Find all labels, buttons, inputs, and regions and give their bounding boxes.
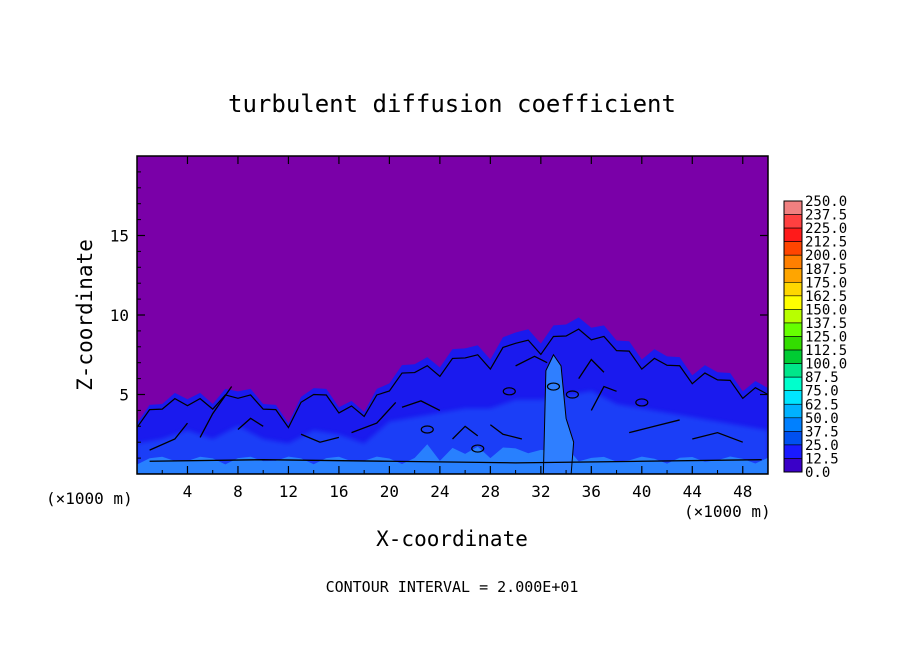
colorbar-swatch <box>783 227 803 242</box>
colorbar-frame <box>783 200 803 473</box>
colorbar-label: 137.5 <box>805 316 847 332</box>
contour-loop <box>565 390 579 399</box>
x-tick-label: 48 <box>733 482 752 501</box>
colorbar-label: 25.0 <box>805 438 839 454</box>
colorbar-swatch <box>783 309 803 324</box>
colorbar-label: 187.5 <box>805 262 847 278</box>
x-tick-label: 40 <box>632 482 651 501</box>
colorbar-label: 162.5 <box>805 289 847 305</box>
colorbar-label: 75.0 <box>805 384 839 400</box>
x-tick-label: 32 <box>531 482 550 501</box>
field-core-plume <box>542 353 575 474</box>
colorbar-label: 87.5 <box>805 370 839 386</box>
colorbar-label: 100.0 <box>805 357 847 373</box>
x-tick-label: 16 <box>329 482 348 501</box>
contour-line <box>452 425 479 440</box>
y-tick-label: 5 <box>119 386 129 405</box>
colorbar-label: 175.0 <box>805 275 847 291</box>
x-tick-label: 24 <box>430 482 449 501</box>
contour-line <box>149 459 762 464</box>
colorbar-swatch <box>783 349 803 364</box>
contour-line <box>401 400 441 411</box>
contour-interval-note: CONTOUR INTERVAL = 2.000E+01 <box>326 578 579 596</box>
field-low-band <box>137 444 768 474</box>
chart-title: turbulent diffusion coefficient <box>228 90 676 118</box>
x-tick-label: 28 <box>481 482 500 501</box>
colorbar-swatch <box>783 363 803 378</box>
colorbar-swatch <box>783 281 803 297</box>
contour-line <box>149 422 188 451</box>
colorbar-label: 225.0 <box>805 221 847 237</box>
colorbar-label: 50.0 <box>805 411 839 427</box>
colorbar-label: 237.5 <box>805 208 847 224</box>
x-tick-label: 4 <box>183 482 193 501</box>
contour-line <box>489 424 523 440</box>
x-axis: 4 8 12 16 20 24 28 32 36 40 44 48 <box>161 156 752 501</box>
contour-line <box>351 402 397 434</box>
colorbar-swatch <box>783 322 803 337</box>
colorbar-swatch <box>783 417 803 432</box>
contour-streaks <box>149 355 762 464</box>
colorbar-swatch <box>783 268 803 283</box>
contour-line <box>590 385 617 411</box>
contour-line <box>300 433 340 443</box>
field-mid-band <box>137 390 768 474</box>
colorbar-swatch <box>783 431 803 446</box>
colorbar-swatch <box>783 444 803 459</box>
colorbar-swatch <box>783 200 803 215</box>
x-tick-label: 20 <box>380 482 399 501</box>
colorbar-label: 150.0 <box>805 302 847 318</box>
colorbar-label: 125.0 <box>805 330 847 346</box>
contour-line <box>515 355 548 367</box>
x-unit-right: (×1000 m) <box>684 502 771 521</box>
colorbar: 250.0237.5225.0212.5200.0187.5175.0162.5… <box>783 194 847 481</box>
x-axis-label: X-coordinate <box>376 527 528 551</box>
colorbar-swatch <box>783 336 803 351</box>
colorbar-label: 12.5 <box>805 451 839 467</box>
colorbar-label: 37.5 <box>805 424 839 440</box>
colorbar-label: 0.0 <box>805 465 830 481</box>
contour-line <box>629 419 680 434</box>
colorbar-label: 200.0 <box>805 248 847 264</box>
contour-line <box>237 417 264 430</box>
contour-line <box>199 386 233 438</box>
colorbar-label: 112.5 <box>805 343 847 359</box>
x-tick-label: 36 <box>582 482 601 501</box>
contour-line <box>692 431 743 443</box>
colorbar-swatch <box>783 458 803 473</box>
colorbar-label: 62.5 <box>805 397 839 413</box>
plot-area <box>137 156 768 474</box>
contour-loop <box>420 425 434 434</box>
y-axis: 5 10 15 <box>110 171 768 459</box>
colorbar-swatch <box>783 295 803 310</box>
colorbar-swatch <box>783 214 803 229</box>
y-tick-label: 10 <box>110 306 129 325</box>
colorbar-swatch <box>783 403 803 419</box>
x-tick-label: 12 <box>279 482 298 501</box>
contour-loop <box>635 398 649 407</box>
contour-loop <box>546 382 561 391</box>
colorbar-label: 250.0 <box>805 194 847 210</box>
contour-loop <box>471 444 485 453</box>
y-axis-label: Z-coordinate <box>73 239 97 391</box>
colorbar-swatch <box>783 241 803 256</box>
colorbar-swatch <box>783 376 803 391</box>
colorbar-swatch <box>783 254 803 270</box>
colorbar-label: 212.5 <box>805 235 847 251</box>
y-tick-label: 15 <box>110 227 129 246</box>
contour-line <box>578 358 605 379</box>
x-tick-label: 8 <box>233 482 243 501</box>
x-unit-left: (×1000 m) <box>46 489 133 508</box>
field-contour <box>137 328 768 474</box>
colorbar-swatch <box>783 390 803 405</box>
contour-loop <box>502 387 516 396</box>
x-tick-label: 44 <box>683 482 702 501</box>
